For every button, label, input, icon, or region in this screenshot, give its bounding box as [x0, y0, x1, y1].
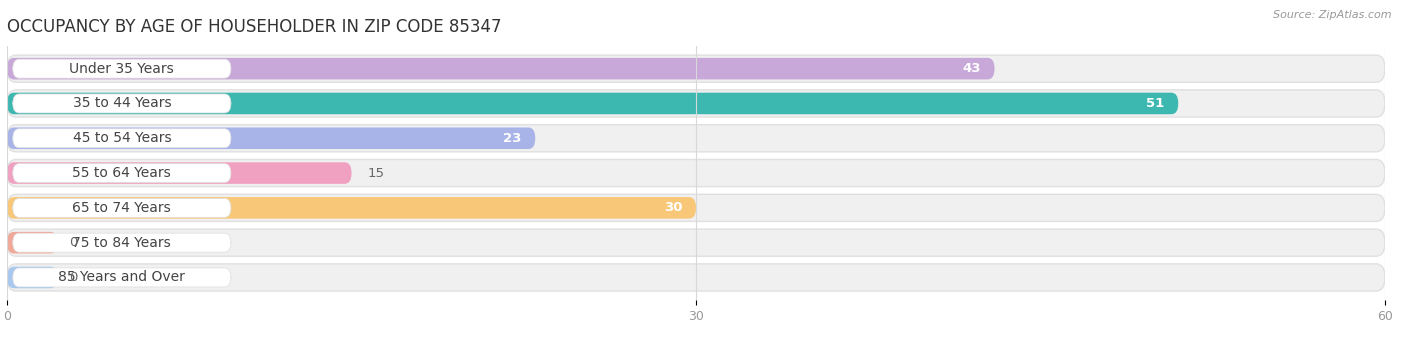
Text: 0: 0: [69, 236, 77, 249]
FancyBboxPatch shape: [7, 55, 1385, 82]
Text: 0: 0: [69, 271, 77, 284]
Text: 51: 51: [1146, 97, 1164, 110]
Text: Source: ZipAtlas.com: Source: ZipAtlas.com: [1274, 10, 1392, 20]
Text: Under 35 Years: Under 35 Years: [69, 62, 174, 76]
Text: 23: 23: [503, 132, 522, 145]
FancyBboxPatch shape: [7, 90, 1385, 117]
FancyBboxPatch shape: [13, 59, 231, 78]
Text: 43: 43: [962, 62, 981, 75]
FancyBboxPatch shape: [7, 160, 1385, 187]
Text: 75 to 84 Years: 75 to 84 Years: [73, 236, 172, 250]
FancyBboxPatch shape: [13, 164, 231, 182]
FancyBboxPatch shape: [13, 268, 231, 287]
FancyBboxPatch shape: [7, 125, 1385, 152]
FancyBboxPatch shape: [7, 128, 536, 149]
FancyBboxPatch shape: [7, 264, 1385, 291]
Text: 35 to 44 Years: 35 to 44 Years: [73, 97, 172, 110]
FancyBboxPatch shape: [7, 229, 1385, 256]
FancyBboxPatch shape: [7, 267, 58, 288]
FancyBboxPatch shape: [7, 232, 58, 253]
Text: 65 to 74 Years: 65 to 74 Years: [73, 201, 172, 215]
FancyBboxPatch shape: [7, 194, 1385, 221]
FancyBboxPatch shape: [7, 93, 1178, 114]
Text: 85 Years and Over: 85 Years and Over: [59, 270, 186, 284]
Text: OCCUPANCY BY AGE OF HOUSEHOLDER IN ZIP CODE 85347: OCCUPANCY BY AGE OF HOUSEHOLDER IN ZIP C…: [7, 18, 502, 36]
Text: 55 to 64 Years: 55 to 64 Years: [73, 166, 172, 180]
FancyBboxPatch shape: [13, 129, 231, 148]
Text: 30: 30: [664, 201, 682, 214]
FancyBboxPatch shape: [7, 162, 351, 184]
FancyBboxPatch shape: [13, 94, 231, 113]
FancyBboxPatch shape: [7, 197, 696, 219]
Text: 45 to 54 Years: 45 to 54 Years: [73, 131, 172, 145]
Text: 15: 15: [367, 166, 385, 180]
FancyBboxPatch shape: [7, 58, 994, 79]
FancyBboxPatch shape: [13, 233, 231, 252]
FancyBboxPatch shape: [13, 198, 231, 217]
